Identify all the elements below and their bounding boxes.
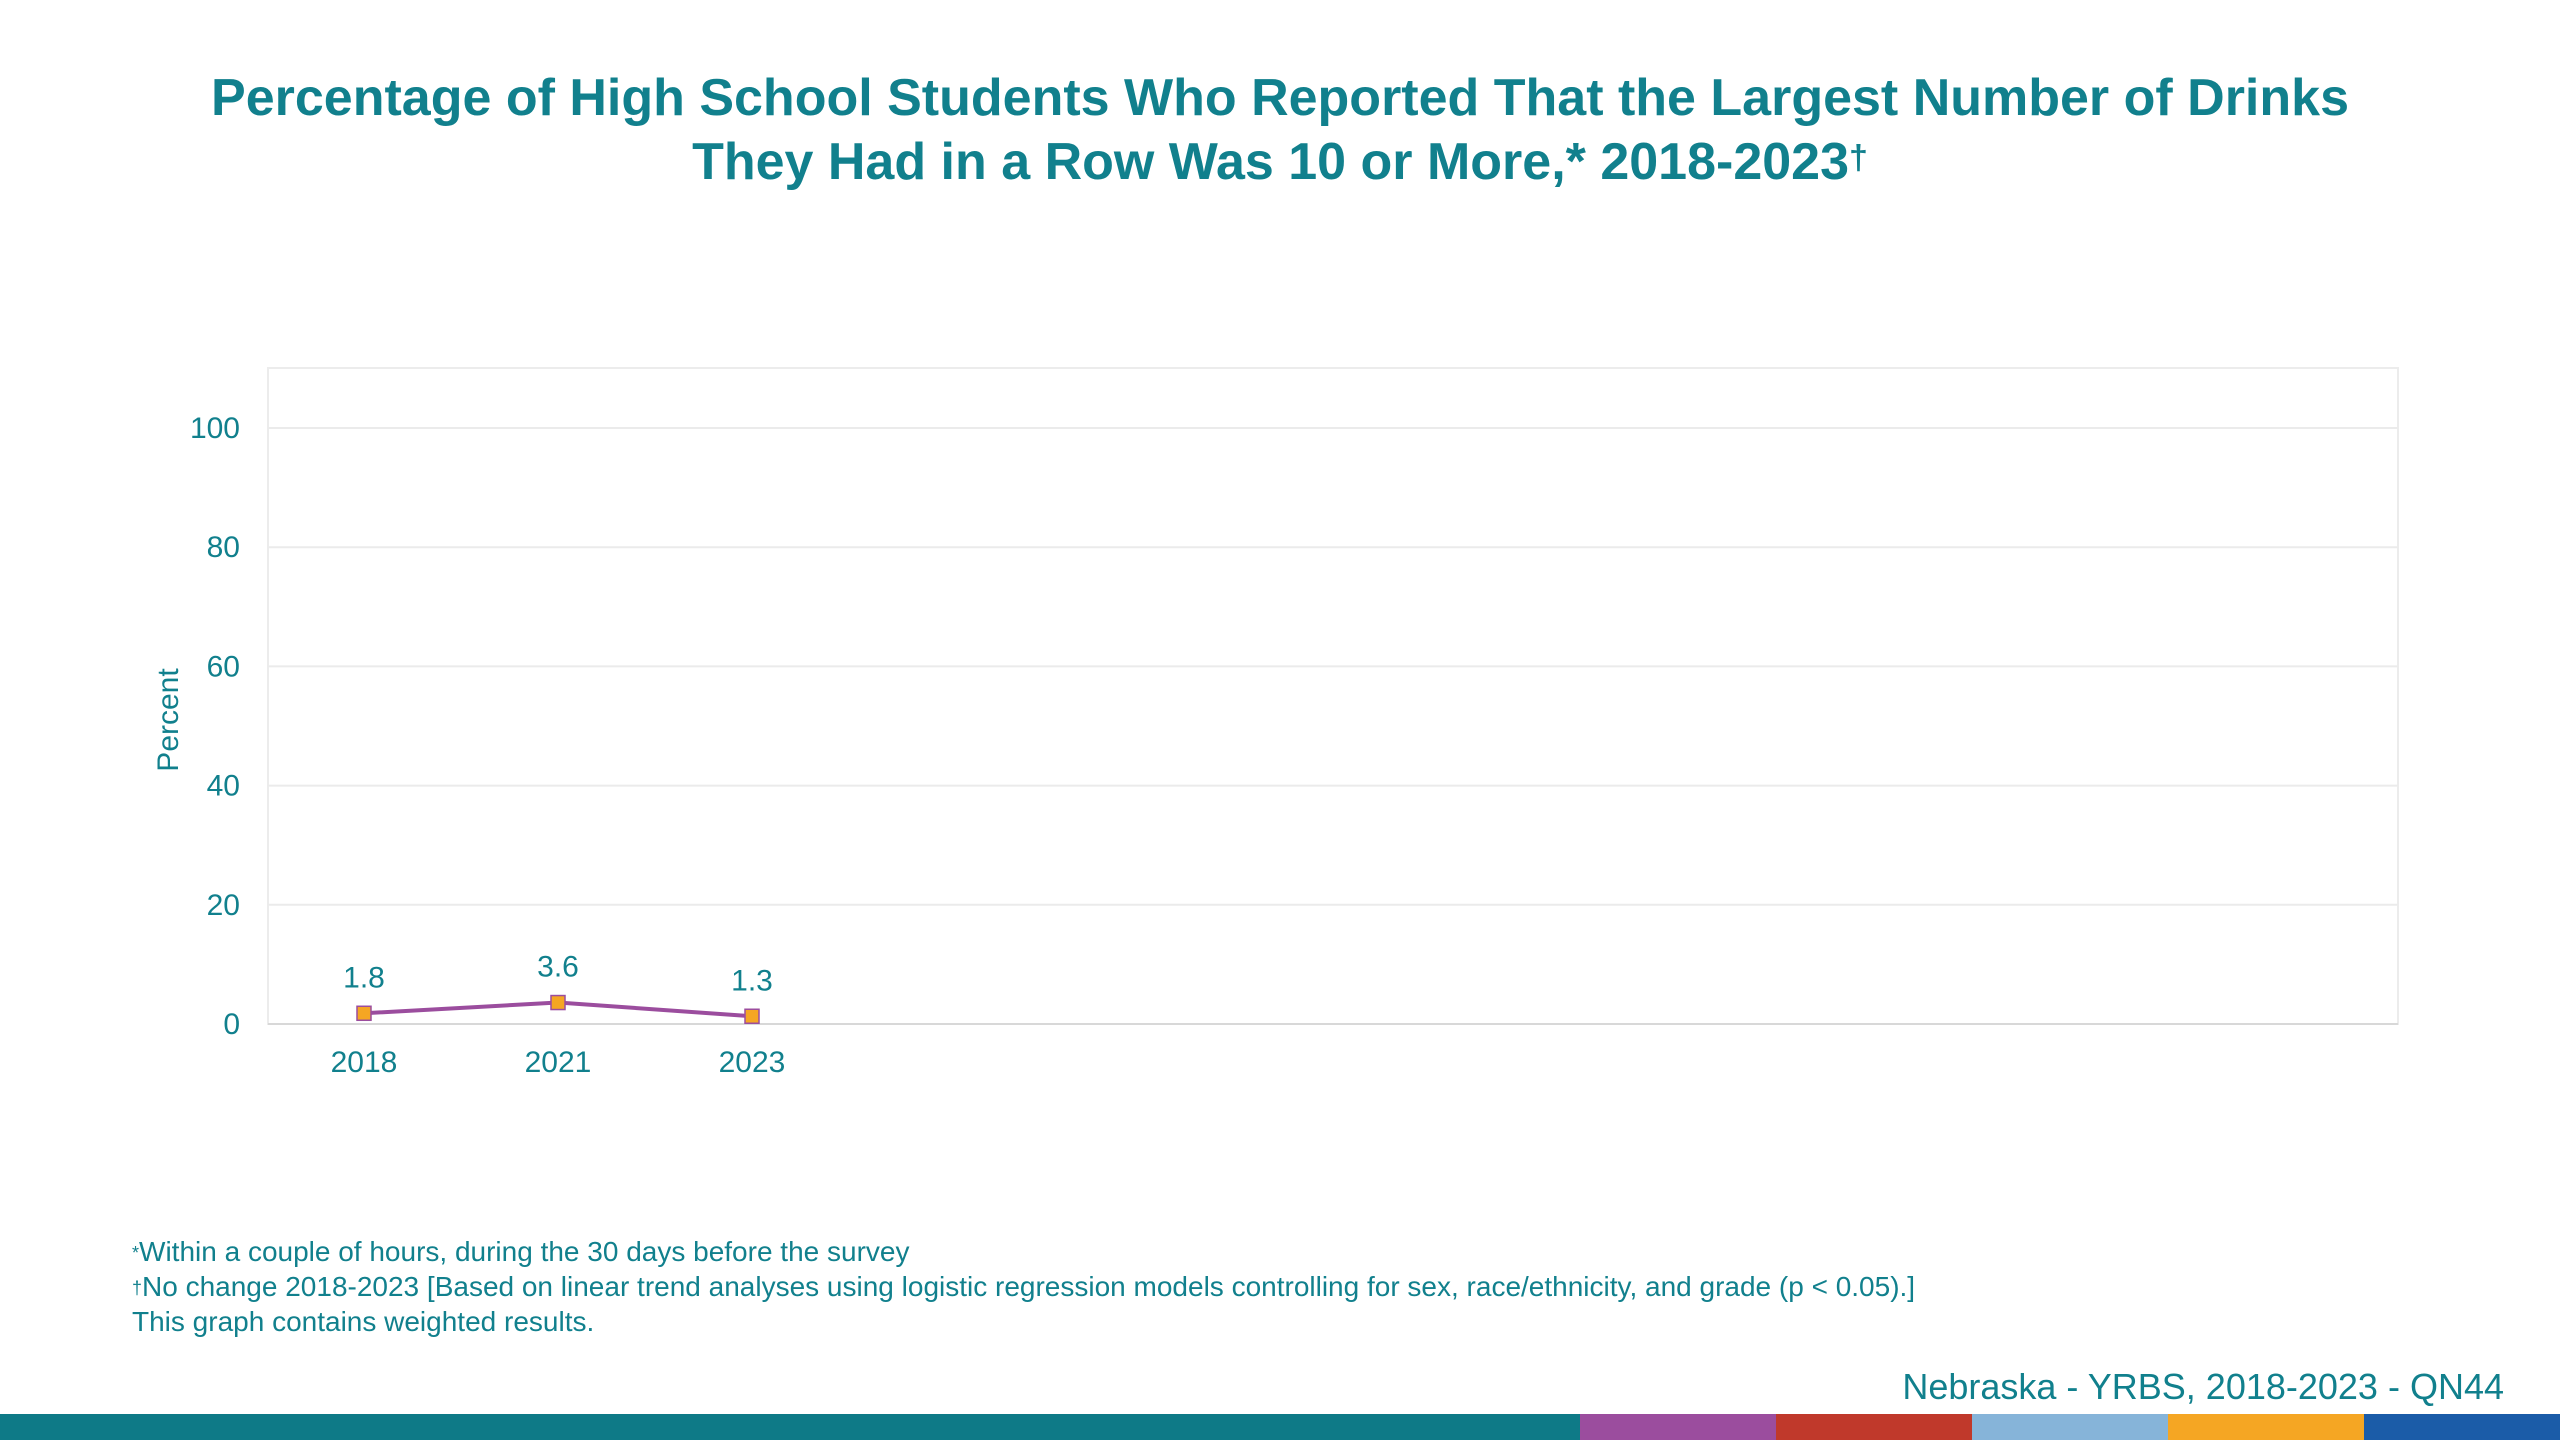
color-bar-segment [1580, 1414, 1776, 1440]
footnotes: *Within a couple of hours, during the 30… [132, 1234, 1915, 1339]
y-tick-label: 0 [223, 1008, 240, 1041]
x-tick-label: 2021 [525, 1046, 592, 1079]
data-label: 3.6 [537, 951, 579, 984]
color-bar-segment [2168, 1414, 2364, 1440]
data-point-marker [356, 1005, 372, 1022]
bottom-color-bar [0, 1414, 2560, 1440]
chart-title-line2: They Had in a Row Was 10 or More,* 2018-… [692, 133, 1868, 191]
y-tick-label: 20 [207, 889, 240, 922]
footnote-3: This graph contains weighted results. [132, 1306, 595, 1337]
color-bar-segment [2364, 1414, 2560, 1440]
x-tick-label: 2023 [719, 1046, 786, 1079]
footnote-1: *Within a couple of hours, during the 30… [132, 1236, 910, 1267]
y-tick-label: 100 [190, 412, 240, 445]
data-point-marker [744, 1008, 760, 1025]
data-point-marker [550, 994, 566, 1011]
footnote-2: †No change 2018-2023 [Based on linear tr… [132, 1271, 1916, 1302]
x-tick-label: 2018 [331, 1046, 398, 1079]
plot-area [267, 367, 2399, 1025]
source-label: Nebraska - YRBS, 2018-2023 - QN44 [1902, 1366, 2504, 1407]
y-tick-label: 80 [207, 531, 240, 564]
chart-title-line1: Percentage of High School Students Who R… [211, 69, 2349, 127]
title-dagger: † [1849, 139, 1868, 177]
color-bar-segment [0, 1414, 1580, 1440]
y-axis-label: Percent [152, 668, 185, 772]
y-tick-label: 60 [207, 650, 240, 683]
color-bar-segment [1972, 1414, 2168, 1440]
line-chart: 0 20 40 60 80 100 Percent 2018 2021 2023 1.8 3.6 1.3 [152, 367, 2399, 1079]
color-bar-segment [1776, 1414, 1972, 1440]
data-label: 1.8 [343, 961, 385, 994]
y-tick-label: 40 [207, 770, 240, 803]
data-label: 1.3 [731, 964, 773, 997]
